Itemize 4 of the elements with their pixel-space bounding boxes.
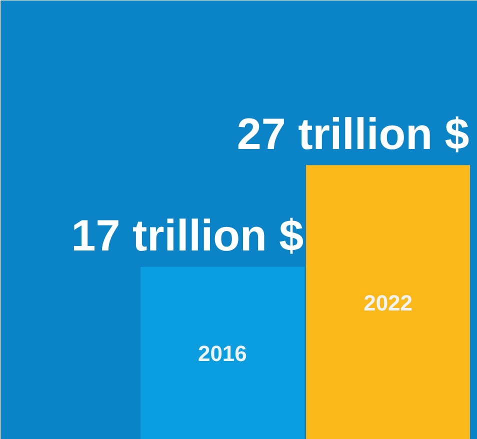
x-tick-label: 2016 xyxy=(198,341,247,366)
x-tick-label: 2022 xyxy=(364,290,413,316)
data-label: 17 trillion $ xyxy=(71,212,304,261)
data-label: 27 trillion $ xyxy=(236,110,470,160)
